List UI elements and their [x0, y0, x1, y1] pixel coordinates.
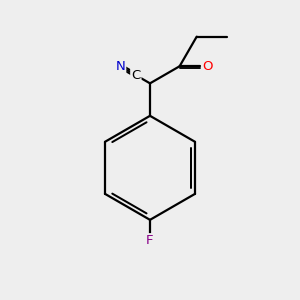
Text: O: O — [202, 60, 213, 73]
Text: F: F — [146, 234, 154, 247]
Text: C: C — [131, 69, 140, 82]
Text: N: N — [116, 60, 125, 73]
